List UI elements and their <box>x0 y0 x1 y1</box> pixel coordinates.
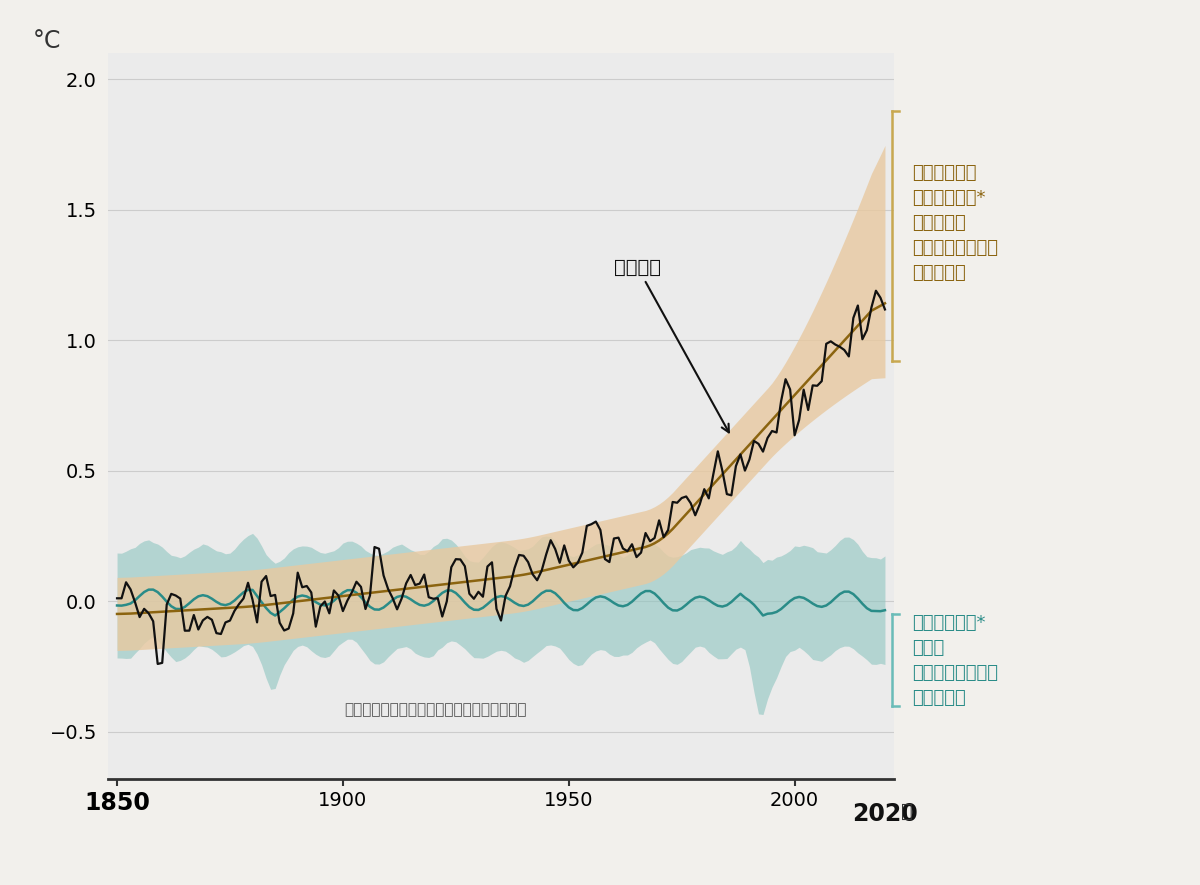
Text: ＊自然起源要因＝太陽活動や火山の噴火など: ＊自然起源要因＝太陽活動や火山の噴火など <box>343 702 527 717</box>
Text: 観測気温: 観測気温 <box>614 258 728 433</box>
Text: 年: 年 <box>901 803 912 821</box>
Text: 人為的要因と
自然起源要因*
を合わせた
シミュレーション
（推計値）: 人為的要因と 自然起源要因* を合わせた シミュレーション （推計値） <box>912 164 998 281</box>
Text: 2020: 2020 <box>852 803 918 827</box>
Text: 自然起源要因*
のみの
シミュレーション
（推計値）: 自然起源要因* のみの シミュレーション （推計値） <box>912 613 998 706</box>
Text: °C: °C <box>32 29 61 53</box>
